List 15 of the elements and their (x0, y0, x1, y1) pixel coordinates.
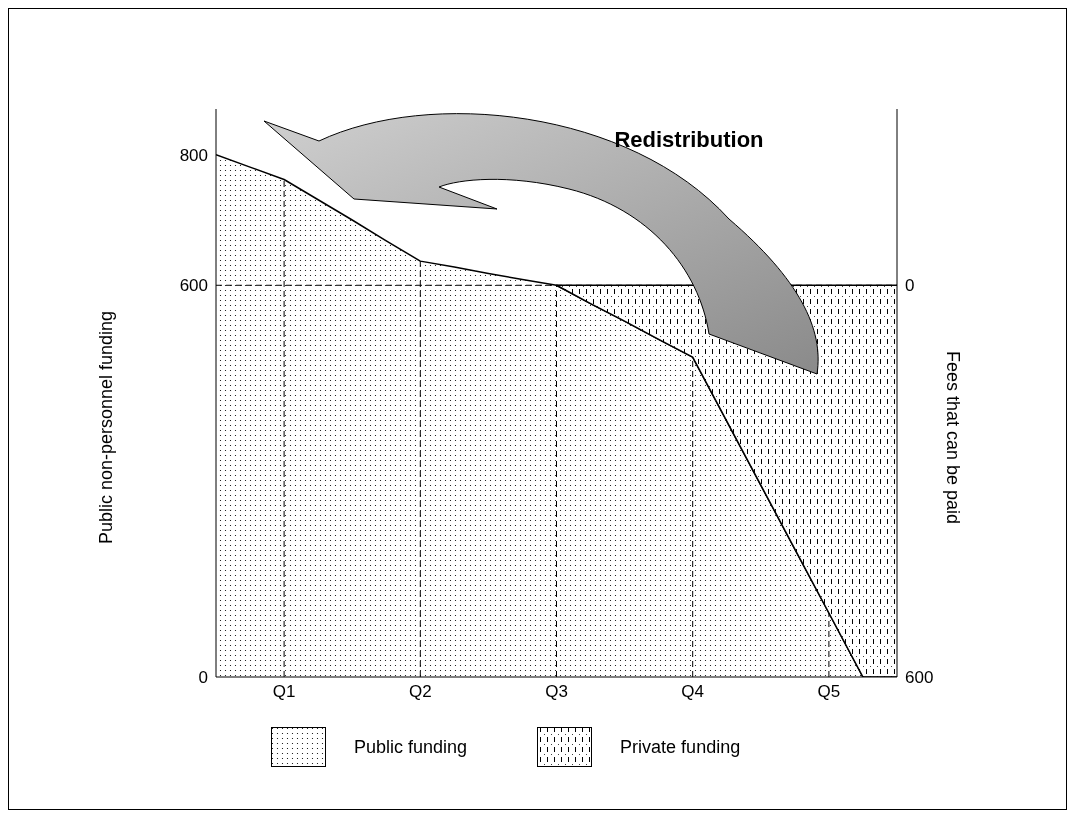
x-tick-label: Q3 (545, 682, 568, 702)
y-tick-label: 800 (179, 145, 208, 165)
y2-tick-label: 0 (905, 276, 915, 296)
x-tick-label: Q2 (408, 682, 432, 702)
y2-axis-title: Fees that can be paid (941, 349, 963, 527)
y-tick-label: 0 (198, 668, 208, 688)
x-tick-label: Q5 (817, 682, 841, 702)
y-axis-title: Public non-personnel funding (95, 309, 117, 547)
legend-label: Private funding (620, 736, 741, 758)
y-tick-label: 600 (179, 276, 208, 296)
annotation: Redistribution (613, 127, 765, 153)
y2-tick-label: 600 (905, 668, 934, 688)
x-tick-label: Q4 (681, 682, 705, 702)
legend-label: Public funding (354, 736, 468, 758)
x-tick-label: Q1 (272, 682, 296, 702)
